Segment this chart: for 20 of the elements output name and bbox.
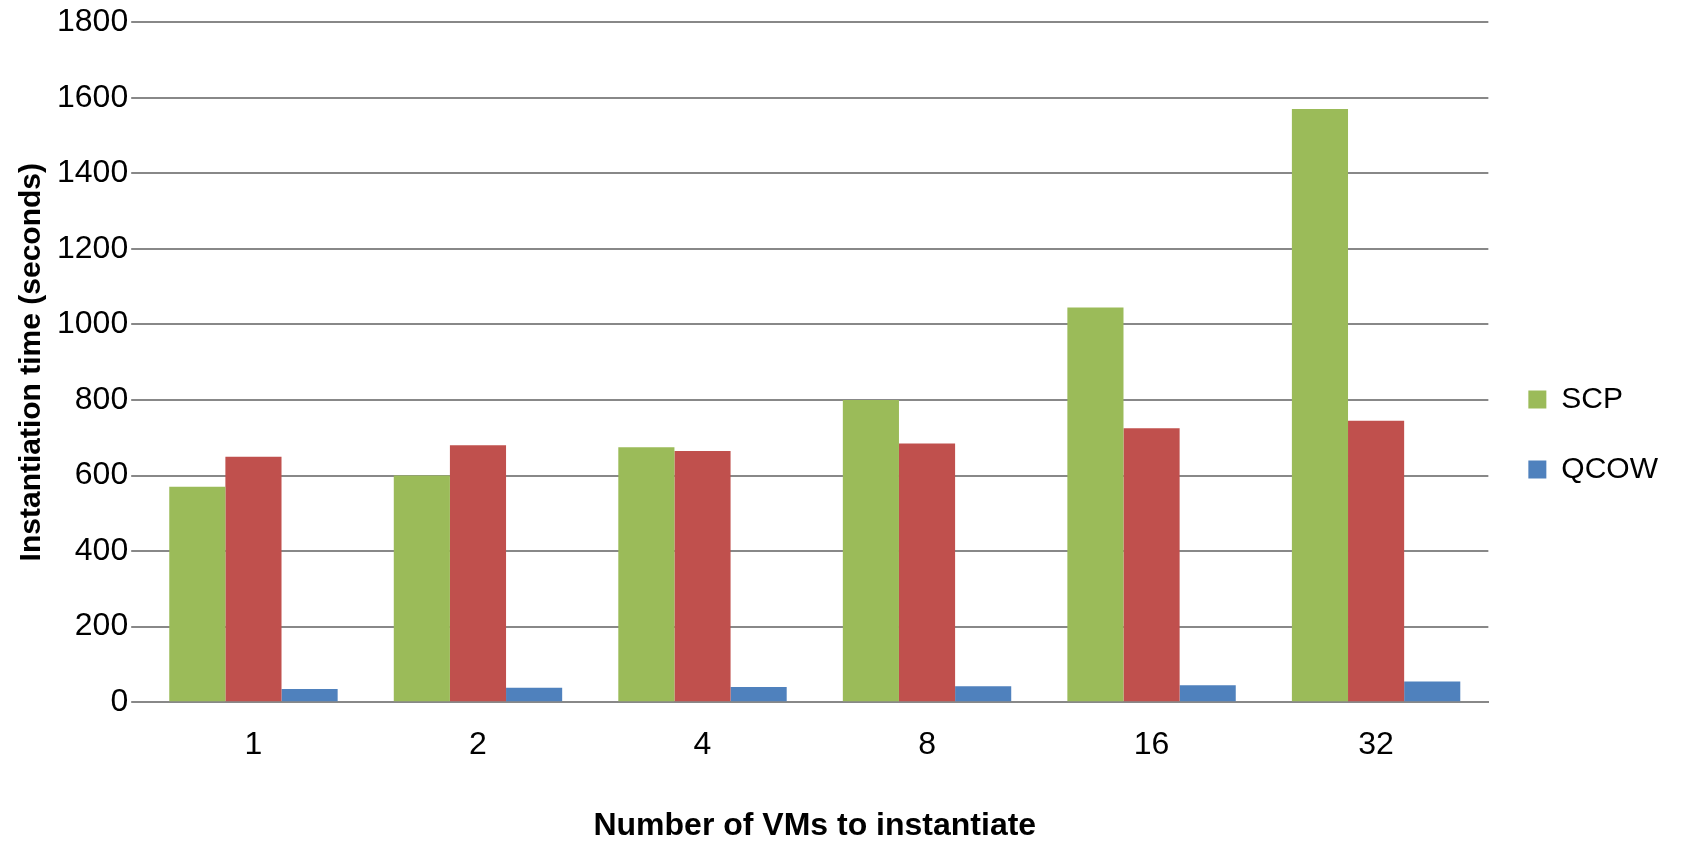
y-tick-label: 0 (110, 682, 129, 719)
x-tick-label: 8 (918, 725, 936, 762)
legend-label: SCP (1561, 380, 1624, 414)
x-tick-label: 2 (469, 725, 487, 762)
y-tick-label: 800 (74, 379, 129, 416)
y-tick-label: 1000 (57, 304, 129, 341)
x-tick-label: 16 (1133, 725, 1170, 762)
y-tick-label: 1800 (57, 2, 129, 39)
x-tick-label: 32 (1358, 725, 1394, 762)
y-tick-label: 1600 (57, 77, 129, 114)
y-tick-label: 600 (74, 455, 129, 492)
x-tick-label: 1 (244, 725, 263, 762)
x-axis-title: Number of VMs to instantiate (593, 805, 1037, 842)
y-tick-label: 200 (74, 606, 129, 643)
y-tick-label: 1200 (57, 228, 129, 265)
y-tick-label: 1400 (57, 153, 129, 190)
legend-label: QCOW (1561, 450, 1659, 484)
y-tick-label: 400 (74, 530, 129, 567)
y-axis-title: Instantiation time (seconds) (13, 163, 47, 562)
x-tick-label: 4 (693, 725, 712, 762)
